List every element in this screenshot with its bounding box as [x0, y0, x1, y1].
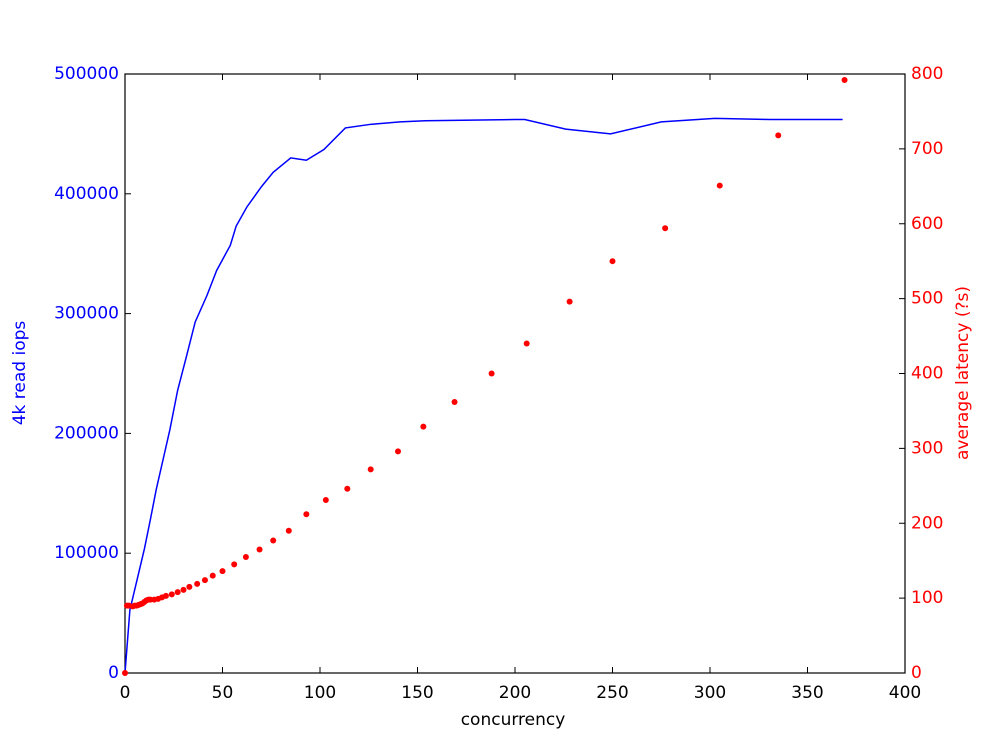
y-axis-label: 4k read iops: [10, 321, 30, 426]
y-tick-label: 200000: [54, 423, 119, 443]
x-tick-label: 350: [791, 683, 823, 703]
y2-tick-label: 300: [911, 438, 943, 458]
data-point: [186, 583, 193, 590]
y2-tick-label: 400: [911, 364, 943, 384]
data-point: [566, 298, 573, 305]
plot-frame: [124, 73, 906, 674]
data-point: [841, 76, 848, 83]
data-point: [322, 497, 329, 504]
x-tick-label: 250: [596, 683, 628, 703]
x-tick-label: 100: [304, 683, 336, 703]
y2-axis-label: average latency (?s): [953, 286, 973, 460]
data-point: [716, 182, 723, 189]
y2-tick-label: 0: [911, 663, 922, 683]
y-tick-label: 100000: [54, 543, 119, 563]
data-point: [168, 591, 175, 598]
data-point: [775, 132, 782, 139]
data-point: [174, 589, 181, 596]
data-point: [270, 537, 277, 544]
data-point: [231, 561, 238, 568]
x-tick-label: 400: [889, 683, 921, 703]
data-point: [201, 577, 208, 584]
data-point: [395, 448, 401, 455]
y2-tick-label: 600: [911, 214, 943, 234]
x-axis-label: concurrency: [461, 710, 566, 730]
y2-tick-label: 100: [911, 588, 943, 608]
data-point: [256, 546, 263, 553]
y2-tick-label: 200: [911, 513, 943, 533]
x-tick-label: 150: [401, 683, 433, 703]
data-point: [194, 580, 201, 587]
y2-tick-label: 800: [911, 64, 943, 84]
data-point: [242, 553, 249, 560]
data-point: [420, 423, 427, 430]
data-point: [122, 670, 128, 676]
data-point: [219, 568, 226, 575]
y-tick-label: 300000: [54, 304, 119, 324]
data-point: [609, 258, 616, 265]
data-line: [124, 117, 843, 674]
x-tick-label: 200: [499, 683, 531, 703]
data-point: [523, 340, 530, 347]
x-tick-label: 0: [120, 683, 131, 703]
data-point: [662, 225, 669, 232]
data-point: [285, 527, 292, 534]
data-point: [209, 572, 216, 579]
x-tick-label: 300: [694, 683, 726, 703]
data-point: [367, 466, 374, 473]
data-point: [162, 592, 169, 599]
y-tick-label: 400000: [54, 184, 119, 204]
data-point: [488, 370, 495, 377]
y-tick-label: 0: [108, 663, 119, 683]
x-tick-label: 50: [212, 683, 234, 703]
y-tick-label: 500000: [54, 64, 119, 84]
data-point: [451, 398, 458, 405]
y2-tick-label: 500: [911, 289, 943, 309]
data-point: [344, 485, 351, 492]
data-point: [180, 586, 187, 593]
y2-tick-label: 700: [911, 139, 943, 159]
data-point: [303, 511, 310, 518]
